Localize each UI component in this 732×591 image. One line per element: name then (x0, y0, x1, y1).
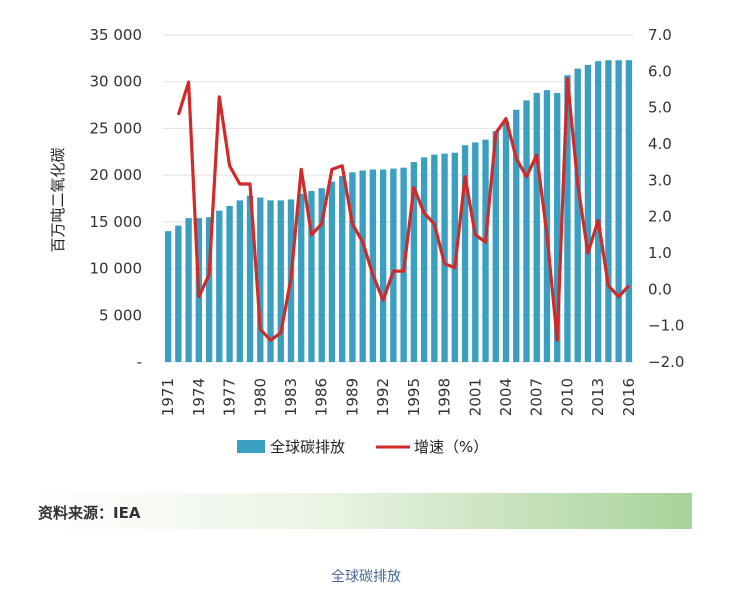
x-tick-label: 1992 (374, 378, 392, 416)
right-tick-label: −1.0 (648, 317, 684, 335)
legend-bar-label: 全球碳排放 (270, 438, 345, 456)
left-tick-label: 10 000 (90, 260, 143, 278)
bar (216, 210, 223, 362)
left-axis: - 5 000 10 000 15 000 20 000 25 000 30 000 35 0… (90, 26, 143, 371)
bar (175, 225, 182, 362)
bar (584, 64, 592, 362)
right-tick-label: 7.0 (648, 26, 672, 44)
x-tick-label: 1977 (221, 378, 239, 416)
legend: 全球碳排放 增速（%） (237, 438, 488, 456)
bar (257, 197, 264, 362)
bar (277, 200, 284, 362)
bar (564, 75, 571, 362)
left-tick-label: 20 000 (90, 166, 143, 184)
left-tick-label: 5 000 (99, 306, 142, 324)
bar (185, 218, 192, 362)
left-tick-label: 30 000 (90, 73, 143, 91)
x-axis: 1971 1974 1977 1980 1983 1986 1989 1992 1995 1998… (159, 378, 638, 416)
bar (554, 92, 561, 362)
caption: 全球碳排放 (331, 569, 401, 585)
bar (369, 169, 377, 362)
bar (308, 191, 315, 362)
bar (431, 154, 438, 362)
left-tick-label: - (137, 353, 142, 371)
bar (533, 92, 540, 362)
x-tick-label: 1983 (282, 378, 300, 416)
bar (472, 142, 479, 362)
bar (482, 139, 489, 362)
bar (513, 109, 520, 362)
x-tick-label: 1998 (436, 378, 454, 416)
bar (359, 170, 366, 362)
right-tick-label: 0.0 (648, 280, 672, 298)
source-text: 资料来源：IEA (38, 504, 141, 522)
right-tick-label: 6.0 (648, 62, 672, 80)
y-axis-label: 百万吨二氧化碳 (49, 147, 67, 252)
bar (246, 195, 254, 362)
bar (615, 60, 622, 363)
left-tick-label: 15 000 (90, 213, 143, 231)
x-tick-label: 2004 (497, 378, 515, 416)
growth-rate-line (176, 76, 631, 342)
bar (502, 120, 510, 362)
x-tick-label: 2010 (558, 378, 576, 416)
chart: - 5 000 10 000 15 000 20 000 25 000 30 000 35 0… (49, 26, 684, 456)
bar (523, 100, 530, 363)
x-tick-label: 2001 (466, 378, 484, 416)
bar (267, 200, 274, 362)
x-tick-label: 1995 (405, 378, 423, 416)
bar (379, 169, 387, 362)
left-tick-label: 35 000 (90, 26, 143, 44)
bar (594, 61, 602, 362)
right-axis: −2.0 −1.0 0.0 1.0 2.0 3.0 4.0 5.0 6.0 7.0 (648, 26, 684, 371)
x-tick-label: 2013 (589, 378, 607, 416)
right-tick-label: 5.0 (648, 99, 672, 117)
right-tick-label: 3.0 (648, 171, 672, 189)
bar (226, 205, 233, 362)
bar (410, 162, 418, 362)
bar (625, 60, 633, 363)
x-tick-label: 1980 (251, 378, 269, 416)
bar (318, 188, 325, 362)
x-tick-label: 1989 (343, 378, 361, 416)
bar (605, 60, 612, 363)
bar (420, 157, 428, 362)
bar (574, 68, 581, 363)
legend-bar-swatch (237, 440, 265, 453)
bar (328, 181, 336, 362)
bar (461, 145, 469, 362)
bar (349, 172, 356, 362)
line-series (176, 76, 631, 342)
x-tick-label: 2007 (528, 378, 546, 416)
right-tick-label: −2.0 (648, 353, 684, 371)
bar (298, 193, 305, 362)
bar (390, 168, 397, 362)
right-tick-label: 4.0 (648, 135, 672, 153)
right-tick-label: 1.0 (648, 244, 672, 262)
bar (164, 231, 172, 362)
bar (492, 131, 499, 362)
legend-line-label: 增速（%） (414, 438, 488, 456)
right-tick-label: 2.0 (648, 208, 672, 226)
bar (205, 217, 213, 362)
source-band: 资料来源：IEA (28, 493, 692, 529)
bar (236, 200, 243, 362)
bar (339, 176, 346, 362)
x-tick-label: 1971 (159, 378, 177, 416)
x-tick-label: 1986 (313, 378, 331, 416)
left-tick-label: 25 000 (90, 119, 143, 137)
x-tick-label: 2016 (620, 378, 638, 416)
x-tick-label: 1974 (190, 378, 208, 416)
